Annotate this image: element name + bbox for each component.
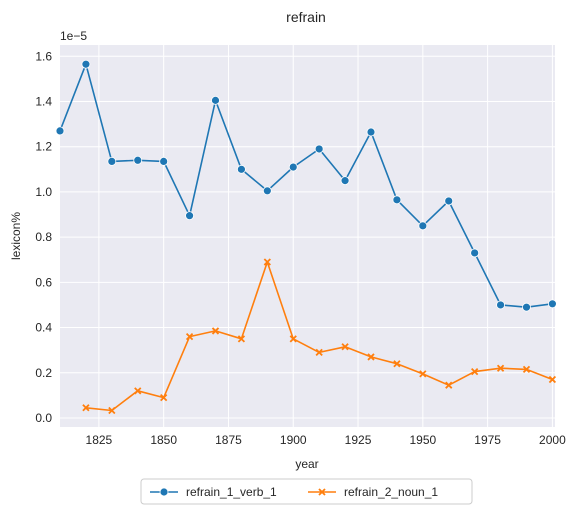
data-point bbox=[108, 406, 116, 415]
data-point bbox=[289, 335, 297, 343]
data-point bbox=[418, 221, 428, 231]
x-tick-label: 1950 bbox=[409, 433, 436, 447]
data-point bbox=[185, 211, 194, 221]
y-tick-label: 0.2 bbox=[35, 366, 52, 380]
data-point bbox=[288, 162, 298, 172]
x-tick-label: 1825 bbox=[86, 433, 113, 447]
data-point bbox=[392, 195, 402, 205]
data-point bbox=[237, 335, 246, 343]
data-point bbox=[445, 381, 453, 389]
data-point bbox=[81, 59, 91, 69]
legend: refrain_1_verb_1 refrain_2_noun_1 bbox=[140, 478, 473, 505]
y-tick-label: 1.0 bbox=[35, 185, 52, 199]
data-point bbox=[133, 155, 143, 165]
data-point bbox=[444, 196, 454, 206]
y-axis: 0.0 0.2 0.4 0.6 0.8 1.0 1.2 1.4 1.6 bbox=[35, 49, 52, 425]
legend-marker bbox=[318, 488, 326, 496]
x-axis-label: year bbox=[295, 457, 318, 471]
series-refrain_1_verb_1 bbox=[55, 59, 557, 312]
data-point bbox=[159, 157, 169, 166]
x-tick-label: 2000 bbox=[539, 433, 566, 447]
data-point bbox=[496, 364, 505, 372]
plot-area bbox=[60, 45, 555, 427]
data-point bbox=[263, 258, 271, 266]
data-point bbox=[548, 299, 557, 309]
data-point bbox=[340, 176, 350, 186]
x-tick-label: 1975 bbox=[474, 433, 501, 447]
data-point bbox=[55, 126, 65, 136]
chart-title: refrain bbox=[286, 9, 326, 25]
data-point bbox=[107, 157, 117, 166]
data-point bbox=[314, 144, 324, 154]
legend-marker bbox=[159, 487, 169, 497]
data-point bbox=[82, 404, 90, 412]
y-tick-label: 0.6 bbox=[35, 275, 52, 289]
data-point bbox=[367, 353, 375, 361]
y-tick-label: 0.4 bbox=[35, 321, 52, 335]
data-point bbox=[211, 95, 220, 105]
data-point bbox=[522, 302, 531, 312]
series-refrain_2_noun_1 bbox=[82, 258, 557, 415]
x-tick-label: 1875 bbox=[215, 433, 242, 447]
data-point bbox=[548, 375, 557, 384]
y-axis-label: lexicon% bbox=[9, 212, 23, 260]
x-tick-label: 1900 bbox=[280, 433, 307, 447]
legend-label: refrain_2_noun_1 bbox=[344, 485, 438, 499]
data-point bbox=[366, 127, 376, 137]
data-point bbox=[522, 365, 531, 373]
x-tick-label: 1925 bbox=[345, 433, 372, 447]
y-tick-label: 1.6 bbox=[35, 49, 52, 63]
data-point bbox=[237, 164, 246, 174]
legend-box bbox=[140, 478, 473, 505]
data-point bbox=[393, 360, 401, 368]
data-point bbox=[470, 248, 480, 258]
y-offset-label: 1e−5 bbox=[60, 29, 87, 43]
grid bbox=[60, 45, 555, 427]
data-point bbox=[185, 332, 194, 341]
data-point bbox=[341, 343, 349, 351]
data-point bbox=[211, 327, 220, 335]
legend-label: refrain_1_verb_1 bbox=[186, 485, 277, 499]
data-point bbox=[315, 348, 323, 357]
x-axis: 1825 1850 1875 1900 1925 1950 1975 2000 bbox=[86, 433, 567, 447]
x-tick-label: 1850 bbox=[150, 433, 177, 447]
y-tick-label: 0.0 bbox=[35, 411, 52, 425]
data-point bbox=[419, 370, 427, 378]
data-point bbox=[496, 300, 505, 310]
series-layer bbox=[55, 59, 557, 415]
y-tick-label: 0.8 bbox=[35, 230, 52, 244]
data-point bbox=[262, 186, 272, 196]
y-tick-label: 1.2 bbox=[35, 140, 52, 154]
y-tick-label: 1.4 bbox=[35, 95, 52, 109]
data-point bbox=[471, 367, 479, 376]
data-point bbox=[134, 387, 142, 395]
data-point bbox=[160, 393, 168, 402]
